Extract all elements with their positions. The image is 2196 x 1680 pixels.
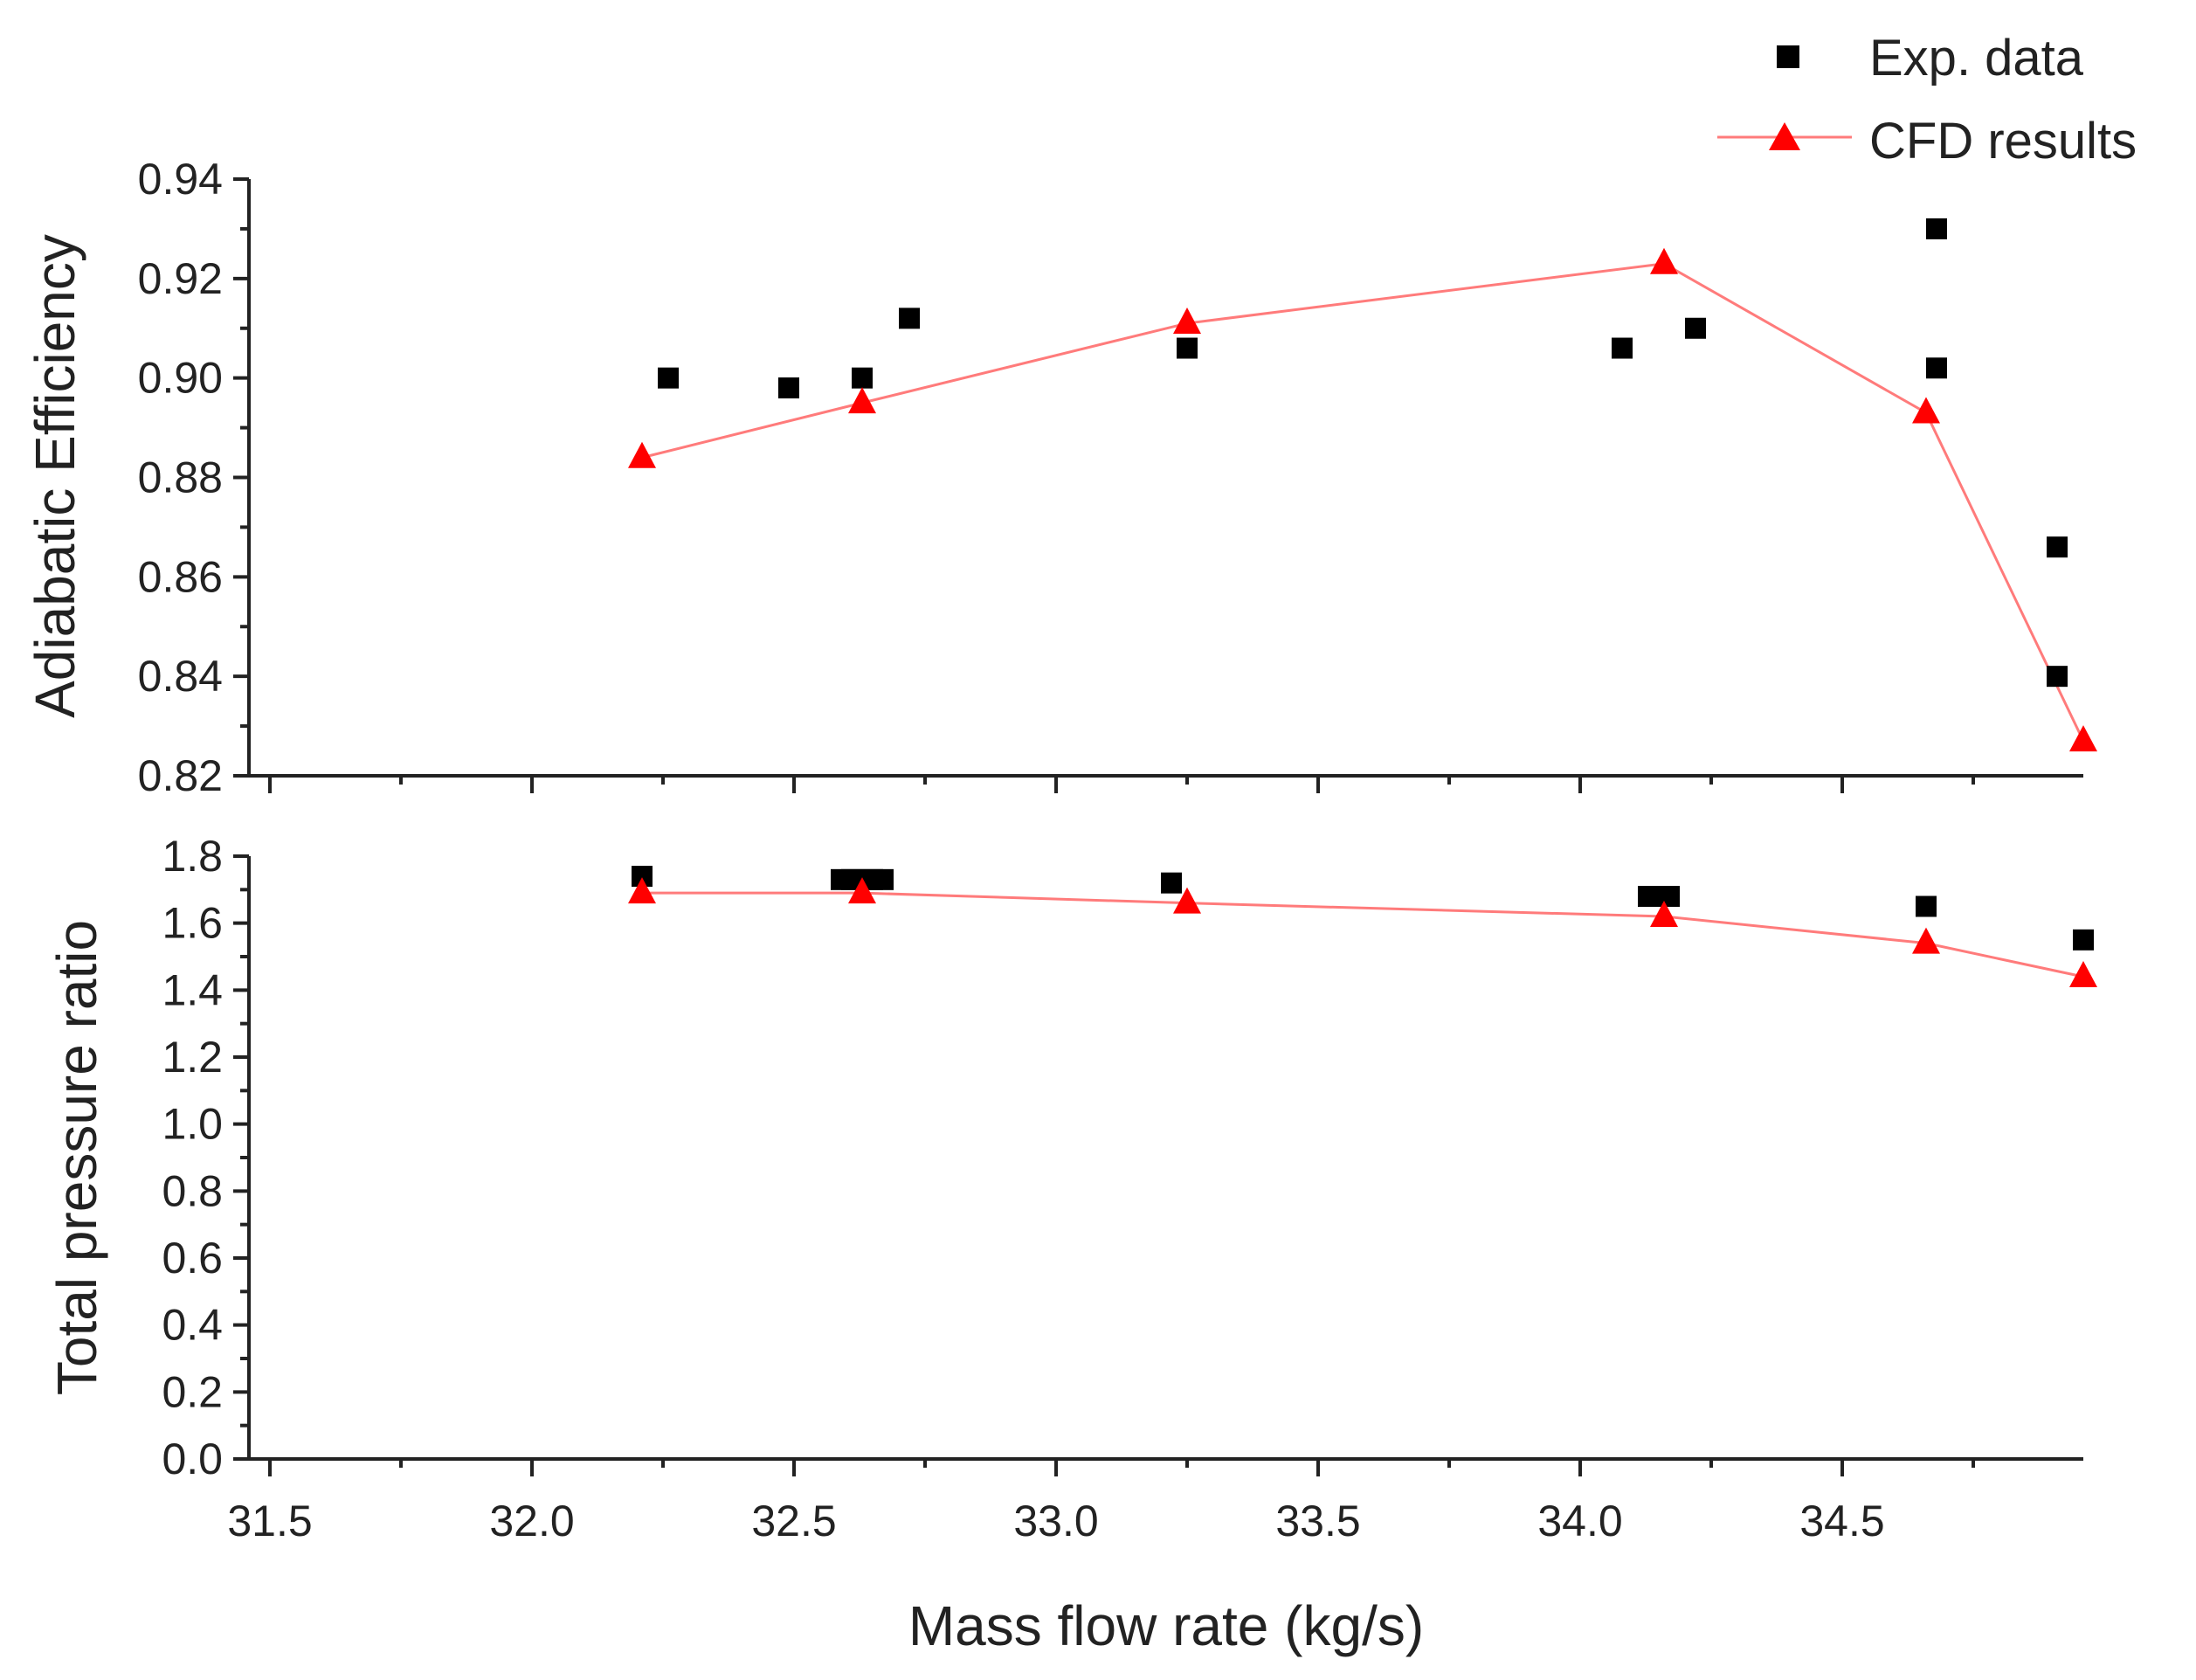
bottom-series — [628, 866, 2097, 987]
bottom-cfd-line — [642, 891, 2084, 978]
xtick-label: 31.5 — [227, 1497, 312, 1545]
top-exp-point — [1926, 357, 1947, 379]
top-y-axis-title: Adiabatic Efficiency — [24, 234, 86, 718]
panel-efficiency: 0.82 0.84 0.86 0.88 0.90 0.92 0.94 Adiabatic E… — [24, 155, 2097, 800]
bottom-exp-point — [2073, 929, 2094, 951]
bottom-cfd-point — [1650, 901, 1678, 927]
top-ytick-label: 0.84 — [138, 652, 223, 701]
xtick-label: 33.0 — [1013, 1497, 1098, 1545]
top-exp-point — [2047, 666, 2068, 688]
xtick-label: 33.5 — [1275, 1497, 1360, 1545]
bottom-cfd-point — [848, 877, 876, 904]
top-ytick-label: 0.88 — [138, 453, 223, 502]
top-ytick-label: 0.94 — [138, 155, 223, 204]
legend: Exp. data CFD results — [1717, 30, 2137, 169]
top-cfd-line — [641, 262, 2085, 742]
top-exp-point — [1685, 317, 1706, 339]
xtick-label: 34.5 — [1799, 1497, 1884, 1545]
bottom-ytick-label: 0.0 — [162, 1435, 223, 1483]
top-cfd-point — [628, 441, 656, 468]
top-ytick-label: 0.90 — [138, 354, 223, 403]
top-cfd-point — [848, 387, 876, 414]
top-ytick-label: 0.92 — [138, 254, 223, 303]
x-axis-title: Mass flow rate (kg/s) — [908, 1594, 1424, 1657]
top-cfd-point — [1173, 308, 1201, 335]
bottom-cfd-point — [2069, 961, 2097, 987]
bottom-cfd-point — [1912, 927, 1940, 954]
top-exp-point — [658, 367, 679, 389]
bottom-ytick-label: 0.6 — [162, 1234, 223, 1282]
legend-cfd-label: CFD results — [1869, 113, 2137, 169]
bottom-exp-point — [873, 868, 894, 890]
top-exp-point — [1926, 218, 1947, 239]
bottom-xticks: 31.5 32.0 32.5 33.0 33.5 34.0 34.5 — [227, 1459, 1975, 1545]
top-ytick-label: 0.82 — [138, 751, 223, 800]
bottom-cfd-point — [628, 877, 656, 904]
bottom-ytick-label: 0.8 — [162, 1166, 223, 1215]
top-exp-point — [1612, 337, 1633, 359]
top-cfd-point — [1912, 397, 1940, 424]
top-exp-point — [2047, 536, 2068, 558]
top-exp-point — [778, 377, 799, 399]
xtick-label: 34.0 — [1537, 1497, 1622, 1545]
legend-exp-marker — [1777, 45, 1799, 68]
bottom-cfd-point — [1173, 887, 1201, 914]
bottom-exp-point — [1659, 886, 1680, 907]
bottom-ytick-label: 1.0 — [162, 1100, 223, 1149]
bottom-ytick-label: 1.2 — [162, 1033, 223, 1082]
top-cfd-point — [2069, 725, 2097, 752]
bottom-y-axis-title: Total pressure ratio — [45, 920, 108, 1395]
top-exp-point — [899, 308, 920, 329]
top-axes — [247, 179, 2083, 793]
bottom-axes — [247, 856, 2083, 1461]
xtick-label: 32.5 — [751, 1497, 836, 1545]
top-ytick-label: 0.86 — [138, 552, 223, 601]
panel-pressure-ratio: 0.00.20.40.60.81.01.21.41.61.8 31.5 32.0 3… — [45, 832, 2097, 1657]
top-series — [628, 218, 2097, 752]
top-cfd-point — [1650, 247, 1678, 274]
bottom-exp-point — [1161, 872, 1182, 894]
bottom-ytick-label: 1.6 — [162, 899, 223, 948]
bottom-yticks: 0.0 0.2 0.4 0.6 0.8 1.0 1.2 1.4 1.6 1.8 — [162, 832, 249, 1483]
bottom-ytick-label: 1.8 — [162, 832, 223, 881]
legend-exp-label: Exp. data — [1869, 30, 2084, 86]
top-exp-point — [1177, 337, 1198, 359]
bottom-exp-point — [1916, 895, 1937, 917]
xtick-label: 32.0 — [489, 1497, 574, 1545]
bottom-ytick-label: 0.2 — [162, 1367, 223, 1416]
legend-cfd-marker — [1769, 122, 1800, 150]
top-exp-point — [852, 367, 873, 389]
top-yticks: 0.82 0.84 0.86 0.88 0.90 0.92 0.94 — [138, 155, 249, 800]
bottom-ytick-label: 0.4 — [162, 1301, 223, 1350]
bottom-ytick-label: 1.4 — [162, 965, 223, 1014]
